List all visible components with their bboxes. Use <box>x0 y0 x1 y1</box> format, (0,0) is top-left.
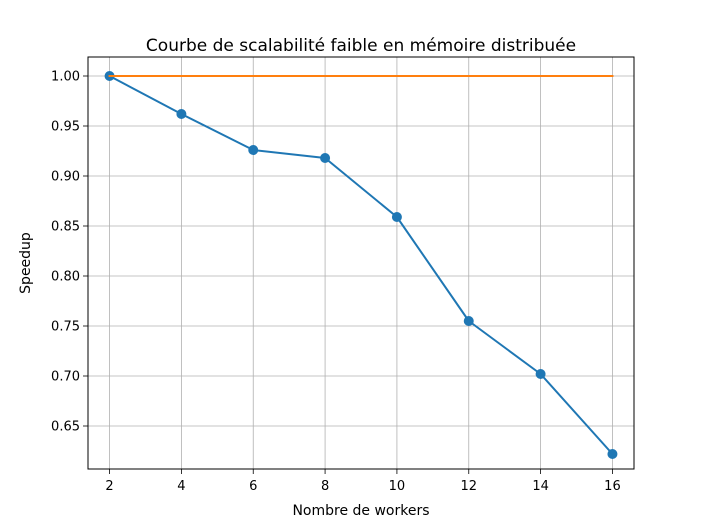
x-tick-label: 2 <box>105 479 113 494</box>
x-tick-label: 6 <box>249 479 257 494</box>
series-1-point <box>176 109 187 119</box>
y-axis-label: Speedup <box>18 232 34 294</box>
series-1-point <box>607 449 618 459</box>
x-tick-label: 16 <box>604 479 621 494</box>
series-1 <box>104 71 618 459</box>
y-tick-label: 1.00 <box>51 70 80 85</box>
y-tick-label: 0.80 <box>51 270 80 285</box>
series-layer <box>104 71 618 459</box>
series-1-point <box>535 369 546 379</box>
series-1-point <box>320 153 331 163</box>
x-tick-label: 14 <box>532 479 549 494</box>
ticks: 2 4 6 8 10 12 14 16 0.65 0.70 0.75 0.80 0.85 0.90 0.95… <box>51 70 621 495</box>
y-tick-label: 0.85 <box>51 220 80 235</box>
series-1-line <box>108 74 614 456</box>
grid <box>88 57 634 469</box>
y-tick-label: 0.65 <box>51 420 80 435</box>
series-1-point <box>248 145 259 155</box>
x-axis-label: Nombre de workers <box>292 503 429 519</box>
y-tick-label: 0.95 <box>51 120 80 135</box>
series-1-point <box>391 212 402 222</box>
x-tick-label: 4 <box>177 479 185 494</box>
series-1-point <box>463 316 474 326</box>
y-tick-label: 0.70 <box>51 370 80 385</box>
chart-title: Courbe de scalabilité faible en mémoire … <box>146 36 576 56</box>
x-tick-label: 12 <box>460 479 477 494</box>
y-tick-label: 0.75 <box>51 320 80 335</box>
y-tick-label: 0.90 <box>51 170 80 185</box>
x-tick-label: 10 <box>389 479 406 494</box>
x-tick-label: 8 <box>321 479 329 494</box>
plot-area-frame <box>87 56 635 470</box>
